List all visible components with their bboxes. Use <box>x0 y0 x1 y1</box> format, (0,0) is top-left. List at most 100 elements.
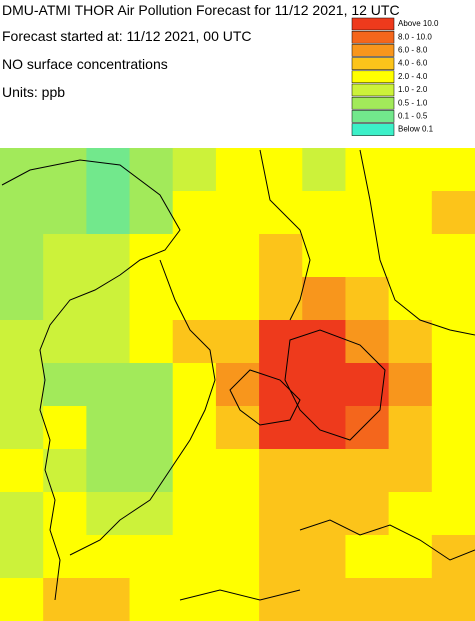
start-time: Forecast started at: 11/12 2021, 00 UTC <box>2 28 252 44</box>
legend-swatch <box>351 83 395 97</box>
grid-cell <box>345 234 390 278</box>
grid-cell <box>86 578 131 621</box>
grid-cell <box>86 234 131 278</box>
legend-label: Above 10.0 <box>398 19 439 28</box>
grid-cell <box>86 320 131 364</box>
grid-cell <box>302 535 346 579</box>
grid-cell <box>172 191 217 235</box>
grid-cell <box>302 148 346 192</box>
grid-cell <box>43 191 87 235</box>
grid-cell <box>129 320 174 364</box>
grid-cell <box>0 191 44 235</box>
grid-cell <box>129 406 174 450</box>
grid-cell <box>129 191 174 235</box>
grid-cell <box>129 492 174 536</box>
grid-cell <box>86 363 131 407</box>
grid-cell <box>129 578 174 621</box>
grid-cell <box>43 406 87 450</box>
grid-cell <box>259 406 303 450</box>
grid-cell <box>431 492 475 536</box>
grid-cell <box>259 234 303 278</box>
grid-cell <box>86 191 131 235</box>
grid-cell <box>388 406 433 450</box>
grid-cell <box>388 234 433 278</box>
legend: Above 10.0 8.0 - 10.0 6.0 - 8.0 4.0 - 6.0 2.… <box>351 17 439 136</box>
grid-cell <box>0 234 44 278</box>
grid-cell <box>302 363 346 407</box>
grid-cell <box>215 234 260 278</box>
grid-cell <box>302 406 346 450</box>
grid-cell <box>388 535 433 579</box>
legend-label: 0.5 - 1.0 <box>398 98 428 107</box>
title: DMU-ATMI THOR Air Pollution Forecast for… <box>2 2 400 18</box>
coastlines <box>1 149 475 601</box>
legend-swatch <box>351 44 395 57</box>
grid-cell <box>345 191 390 235</box>
grid-cell <box>0 148 44 192</box>
grid-cell <box>302 492 346 536</box>
grid-cell <box>302 277 346 321</box>
grid-cell <box>172 492 217 536</box>
grid-cell <box>431 535 475 579</box>
grid-cell <box>0 406 44 450</box>
grid-cell <box>86 449 131 493</box>
grid-cell <box>86 148 131 192</box>
grid-cell <box>172 578 217 621</box>
grid-cell <box>388 363 433 407</box>
grid-cell <box>345 277 390 321</box>
grid-cell <box>43 449 87 493</box>
grid-cell <box>431 449 475 493</box>
grid-cell <box>86 535 131 579</box>
grid-cell <box>215 535 260 579</box>
grid-cell <box>43 535 87 579</box>
grid-cell <box>388 277 433 321</box>
grid-cell <box>129 535 174 579</box>
grid-cell <box>172 406 217 450</box>
grid-cell <box>259 535 303 579</box>
grid-cell <box>302 320 346 364</box>
grid-cell <box>0 492 44 536</box>
field: NO surface concentrations <box>2 56 168 72</box>
grid-cell <box>259 148 303 192</box>
grid-cell <box>43 277 87 321</box>
grid-cell <box>302 578 346 621</box>
legend-swatch <box>351 110 395 123</box>
grid-cell <box>172 148 217 192</box>
grid-cell <box>215 492 260 536</box>
grid-cell <box>431 406 475 450</box>
legend-label: 8.0 - 10.0 <box>398 32 432 41</box>
legend-swatch <box>351 70 395 84</box>
legend-swatch <box>351 17 395 31</box>
grid-cell <box>431 578 475 621</box>
grid-cell <box>172 234 217 278</box>
grid-cell <box>129 449 174 493</box>
grid-cell <box>431 320 475 364</box>
grid-cell <box>172 320 217 364</box>
grid-cell <box>259 578 303 621</box>
grid-cell <box>86 277 131 321</box>
grid-cell <box>43 363 87 407</box>
grid-cell <box>431 191 475 235</box>
legend-label: 4.0 - 6.0 <box>398 59 428 68</box>
grid-cell <box>431 234 475 278</box>
grid-cell <box>259 363 303 407</box>
grid-cell <box>388 320 433 364</box>
grid-cell <box>129 277 174 321</box>
grid-cell <box>172 277 217 321</box>
grid-cell <box>43 234 87 278</box>
grid-cell <box>345 578 390 621</box>
grid-cell <box>388 191 433 235</box>
grid-cell <box>388 449 433 493</box>
grid-cell <box>259 449 303 493</box>
grid-cell <box>0 277 44 321</box>
grid-cell <box>86 492 131 536</box>
grid-cell <box>0 578 44 621</box>
grid-cell <box>345 535 390 579</box>
legend-label: 0.1 - 0.5 <box>398 112 428 121</box>
legend-label: 6.0 - 8.0 <box>398 46 428 55</box>
grid-cell <box>0 449 44 493</box>
grid-cell <box>43 320 87 364</box>
grid-cell <box>215 320 260 364</box>
